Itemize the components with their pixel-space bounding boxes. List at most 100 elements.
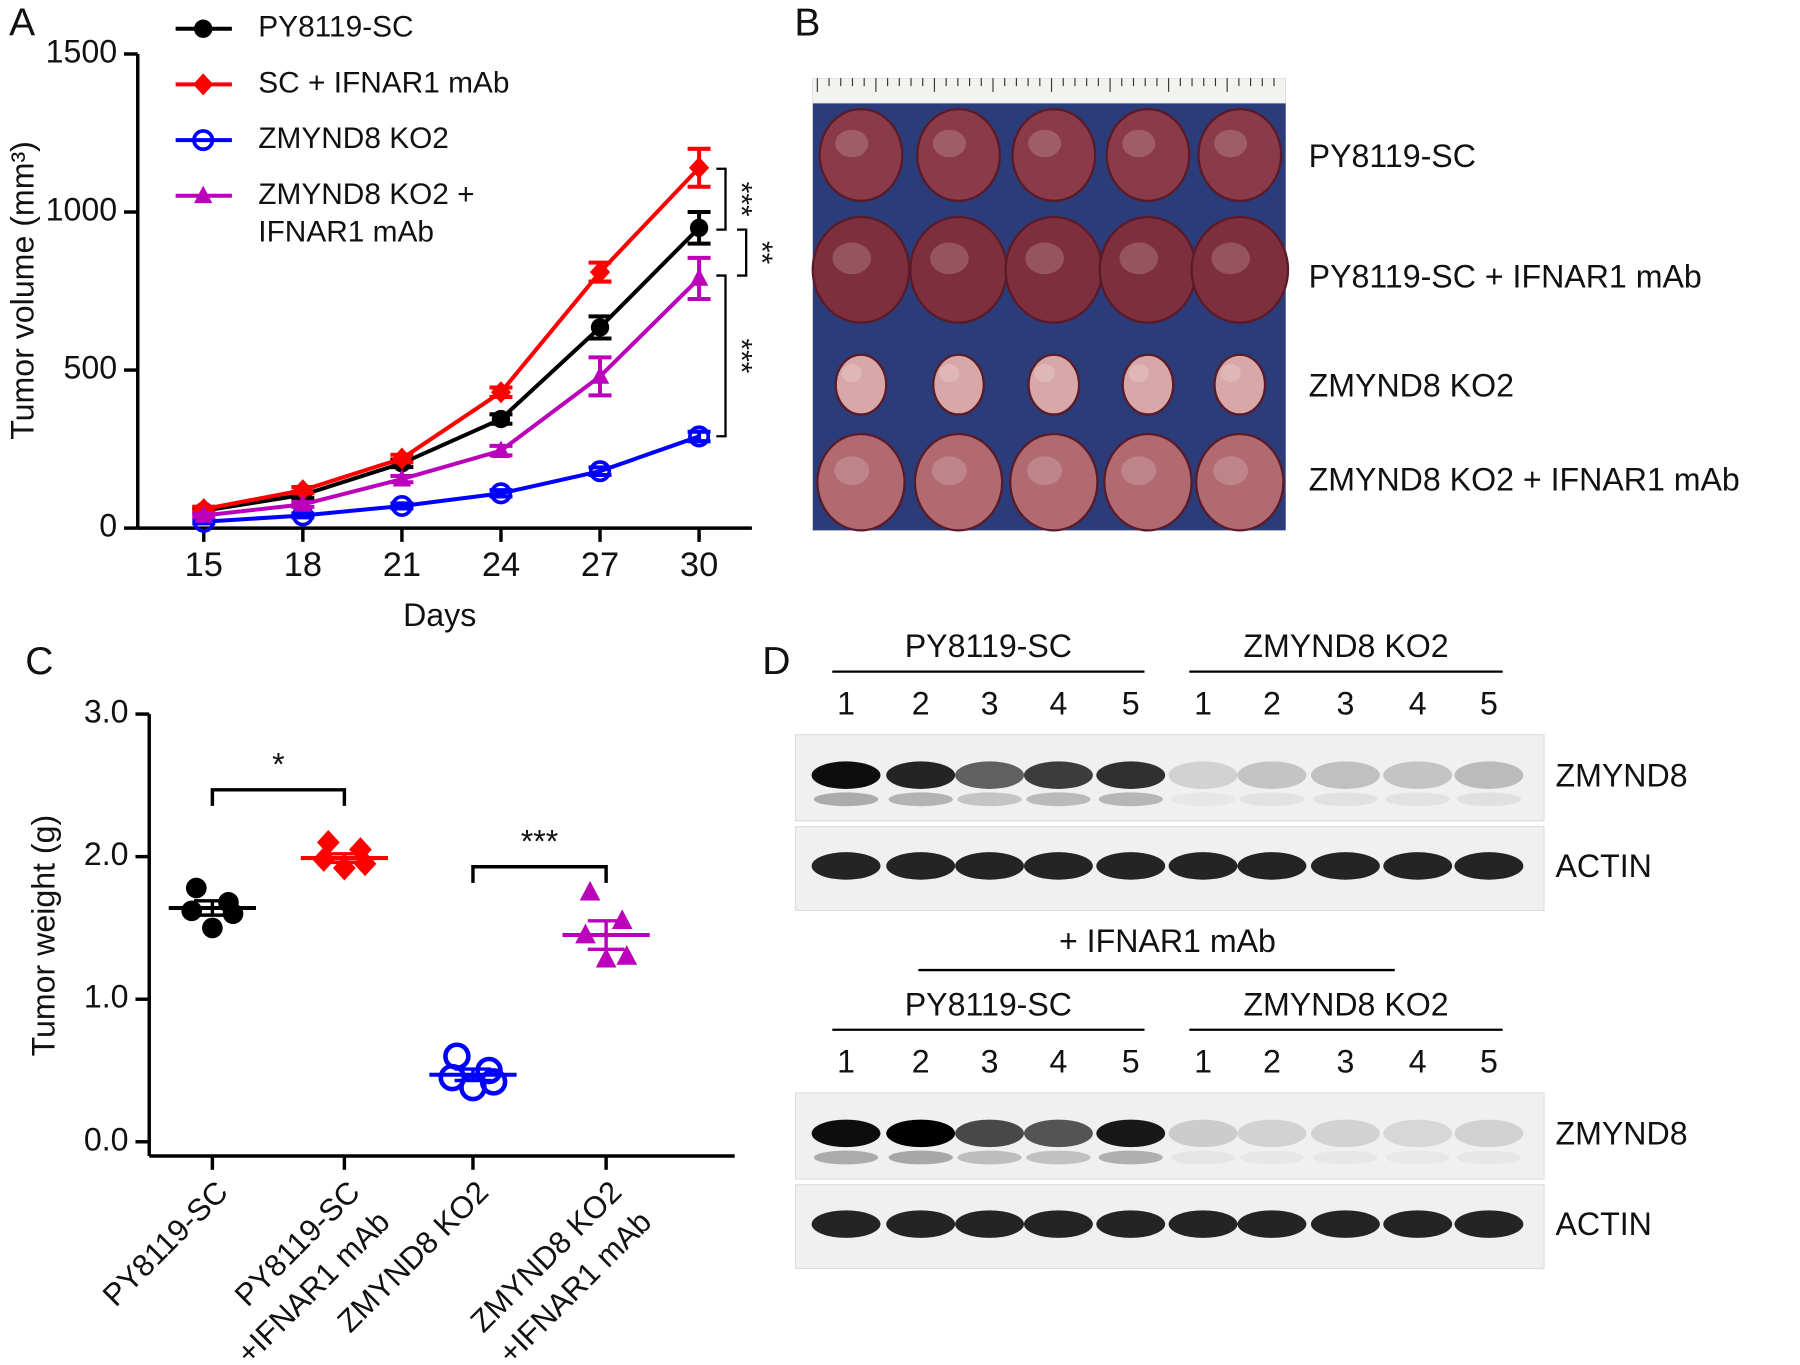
- blot-band: [886, 761, 956, 789]
- marker: [688, 425, 711, 448]
- lane-label: 4: [1049, 686, 1067, 722]
- significance-label: ***: [724, 338, 757, 373]
- lane-label: 2: [912, 1044, 930, 1080]
- tumor: [1213, 353, 1267, 416]
- row-label: ZMYND8: [1555, 757, 1687, 793]
- x-tick-label: 24: [482, 546, 520, 584]
- marker: [333, 855, 356, 881]
- blot-band: [1454, 852, 1524, 880]
- significance-bracket: [471, 865, 608, 883]
- tumor: [1011, 107, 1097, 203]
- marker: [194, 505, 213, 523]
- lane-label: 1: [1194, 1044, 1212, 1080]
- blot-band: [1023, 852, 1093, 880]
- marker: [390, 494, 413, 517]
- legend-label: ZMYND8 KO2 + IFNAR1 mAb: [258, 178, 474, 249]
- panel-label: B: [794, 2, 820, 45]
- blot-band: [1098, 1150, 1163, 1165]
- tumor-highlight: [1128, 364, 1149, 383]
- series-line: [203, 226, 701, 513]
- tumor-highlight: [1025, 242, 1064, 275]
- marker: [689, 268, 709, 286]
- marker: [392, 469, 412, 487]
- blot-band: [811, 1210, 881, 1238]
- significance-label: **: [745, 241, 778, 265]
- tumor: [1195, 432, 1285, 532]
- tumor-highlight: [932, 129, 966, 158]
- significance-label: ***: [521, 823, 559, 859]
- lane-label: 3: [1336, 1044, 1354, 1080]
- blot-band: [1171, 792, 1235, 806]
- row-label: ACTIN: [1555, 1206, 1651, 1242]
- blot-band: [1023, 1119, 1093, 1148]
- tumor: [1009, 432, 1099, 532]
- sem-bar: [454, 1067, 492, 1083]
- tumor-highlight: [832, 242, 872, 275]
- x-tick-label: 15: [185, 546, 223, 584]
- blot-band: [1383, 1119, 1453, 1148]
- tumor-highlight: [939, 364, 960, 383]
- marker: [293, 494, 313, 512]
- x-tick-label: 30: [680, 546, 718, 584]
- photo-label: PY8119-SC: [1309, 138, 1476, 174]
- marker: [590, 366, 610, 384]
- blot-band: [811, 761, 881, 789]
- y-tick-label: 1500: [46, 33, 117, 69]
- blot-band: [1385, 792, 1450, 807]
- blot-band: [1168, 1119, 1238, 1148]
- significance-label: *: [272, 746, 285, 782]
- tumor: [932, 353, 985, 416]
- lane-label: 2: [912, 686, 930, 722]
- blot-band: [811, 1119, 881, 1148]
- blot-header: + IFNAR1 mAb: [1059, 923, 1276, 959]
- photo-label: ZMYND8 KO2 + IFNAR1 mAb: [1309, 462, 1740, 498]
- lane-label: 1: [837, 1044, 855, 1080]
- group-label: ZMYND8 KO2: [1243, 986, 1448, 1022]
- blot-band: [1240, 1151, 1304, 1165]
- blot-band: [1310, 1210, 1380, 1238]
- blot-band: [1239, 792, 1305, 807]
- marker: [590, 318, 610, 337]
- y-axis-label: Tumor volume (mm³): [5, 141, 41, 440]
- marker: [181, 900, 203, 922]
- blot-band: [886, 1119, 956, 1148]
- tumor: [1121, 353, 1175, 416]
- blot-band: [1168, 852, 1238, 880]
- tumor-highlight: [1028, 129, 1062, 158]
- lane-label: 2: [1263, 1044, 1281, 1080]
- legend-marker: [193, 73, 214, 96]
- blot-band: [957, 1150, 1022, 1165]
- marker: [589, 460, 612, 483]
- x-tick-label: 18: [284, 546, 322, 584]
- tumor: [818, 107, 904, 203]
- blot-band: [886, 852, 956, 880]
- lane-label: 1: [837, 686, 855, 722]
- tumor: [1197, 107, 1283, 203]
- sem-bar: [194, 899, 231, 917]
- marker: [349, 837, 372, 862]
- tumor-highlight: [834, 456, 870, 486]
- y-tick-label: 0.0: [84, 1121, 129, 1157]
- y-tick-label: 1000: [46, 192, 117, 228]
- x-tick-label: 21: [383, 546, 421, 584]
- blot-band: [1457, 1151, 1521, 1165]
- blot-band: [1237, 852, 1307, 880]
- tumor-highlight: [931, 456, 967, 486]
- blot-band: [1456, 792, 1522, 807]
- blot-band: [1383, 761, 1453, 789]
- lane-label: 3: [981, 686, 999, 722]
- tumor: [1105, 107, 1191, 203]
- y-tick-label: 3.0: [84, 694, 129, 730]
- blot-band: [813, 1150, 879, 1165]
- panel-label: A: [9, 2, 35, 45]
- blot-band: [1310, 761, 1380, 789]
- blot-band: [1026, 1150, 1091, 1165]
- significance-bracket: [210, 788, 347, 806]
- tumor: [834, 353, 888, 416]
- tumor: [916, 107, 1002, 203]
- marker: [489, 482, 512, 505]
- marker: [689, 218, 709, 238]
- tumor-highlight: [1034, 364, 1055, 383]
- panel-label: D: [762, 640, 790, 683]
